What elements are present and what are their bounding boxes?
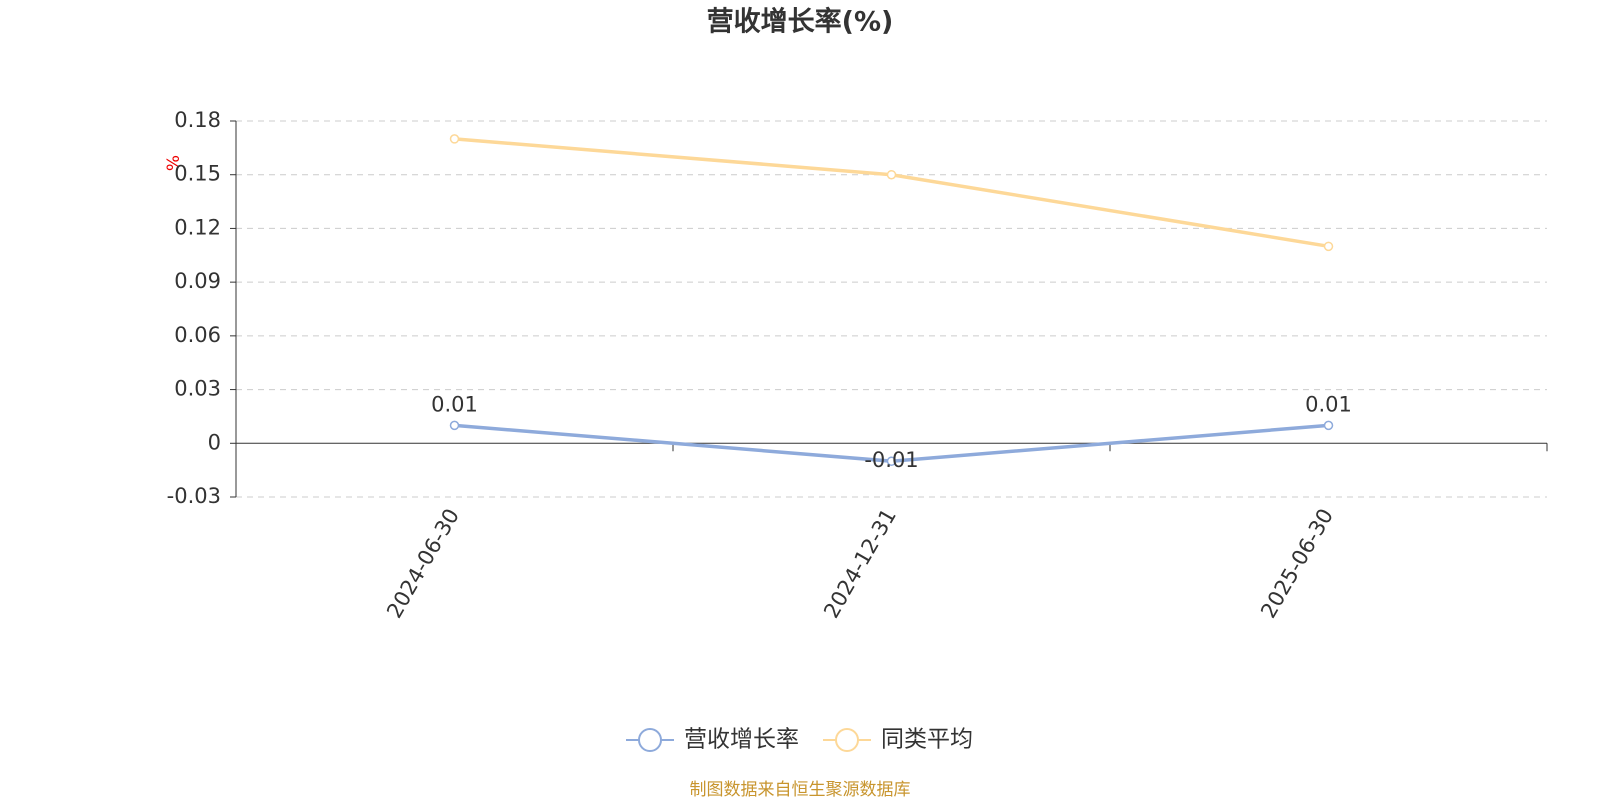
y-tick-label: 0.09 — [174, 269, 221, 293]
legend-marker — [835, 728, 859, 752]
data-label: 0.01 — [431, 392, 478, 416]
y-axis-label: % — [164, 155, 184, 171]
y-tick-label: 0.06 — [174, 323, 221, 347]
data-point — [449, 134, 460, 144]
data-label: 0.01 — [1305, 392, 1352, 416]
y-tick-label: 0.03 — [174, 377, 221, 401]
y-tick-label: 0.15 — [174, 162, 221, 186]
data-label: -0.01 — [864, 448, 918, 472]
data-point — [1323, 420, 1334, 431]
x-tick-label: 2025-06-30 — [1256, 505, 1338, 623]
data-point — [1323, 241, 1334, 252]
source-note: 制图数据来自恒生聚源数据库 — [690, 780, 911, 800]
y-tick-label: 0 — [208, 430, 221, 454]
series-line — [454, 137, 1329, 249]
data-point — [886, 169, 897, 180]
y-tick-label: 0.18 — [174, 108, 221, 132]
legend-marker — [638, 728, 662, 752]
y-tick-label: 0.12 — [174, 215, 221, 239]
legend-label: 同类平均 — [881, 727, 973, 753]
legend-label: 营收增长率 — [684, 727, 799, 753]
data-point — [886, 456, 897, 466]
data-point — [449, 420, 460, 431]
chart-title: 营收增长率(%) — [707, 6, 894, 38]
x-tick-label: 2024-06-30 — [382, 505, 464, 623]
x-tick-label: 2024-12-31 — [819, 505, 901, 623]
y-tick-label: -0.03 — [167, 484, 221, 508]
